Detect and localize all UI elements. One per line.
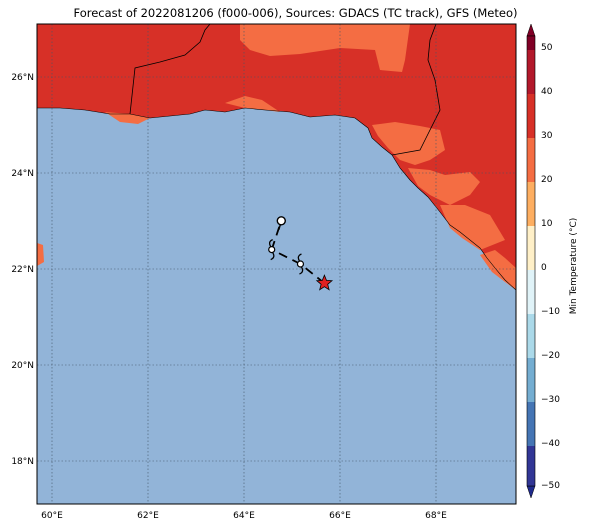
colorbar-tick-30: 30: [541, 131, 553, 141]
lon-tick-60: 60°E: [41, 511, 63, 521]
land-warm-6: [225, 96, 280, 112]
tc-cyclone-arm: [299, 266, 304, 275]
tc-low-symbol: [276, 216, 286, 226]
tc-track: [268, 216, 334, 291]
colorbar-tick-10: 10: [541, 219, 553, 229]
colorbar-extend-top: [526, 23, 536, 37]
land-warm-2: [372, 122, 445, 165]
colorbar-tick-50: 50: [541, 43, 553, 53]
tc-low-tail: [278, 224, 281, 231]
lat-tick-26: 26°N: [11, 73, 34, 83]
land-warm-8: [37, 243, 44, 266]
lat-tick-18: 18°N: [11, 457, 34, 467]
land-warm-1: [240, 24, 410, 72]
colorbar: 50 40 30 20 10 0 −10 −20 −30 −40 −50 Min…: [526, 23, 579, 499]
lat-tick-24: 24°N: [11, 169, 34, 179]
lon-tick-64: 64°E: [233, 511, 255, 521]
colorbar-tick-minus30: −30: [541, 395, 560, 405]
tc-track-segment: [299, 263, 325, 284]
border-line-2: [391, 24, 441, 156]
land-warm-5: [480, 250, 516, 290]
map-panel: [37, 24, 516, 504]
lon-tick-62: 62°E: [137, 511, 159, 521]
colorbar-tick-0: 0: [541, 263, 547, 273]
land-warm-4: [440, 205, 505, 250]
coastline: [37, 107, 516, 291]
tc-current-position-star: [315, 274, 334, 291]
tc-cyclone-arm: [268, 238, 273, 247]
lon-tick-66: 66°E: [329, 511, 351, 521]
colorbar-tick-minus20: −20: [541, 351, 560, 361]
colorbar-tick-minus10: −10: [541, 307, 560, 317]
land-hot: [37, 24, 516, 290]
map-frame: [36, 23, 517, 505]
colorbar-extend-bottom: [526, 485, 536, 499]
gridlines: [37, 24, 516, 504]
tc-track-segment: [270, 220, 283, 250]
tc-track-segment: [271, 248, 301, 265]
tc-cyclone-arm: [270, 252, 275, 261]
tc-cyclone-symbol: [296, 260, 305, 268]
colorbar-tick-minus50: −50: [541, 481, 560, 491]
colorbar-tick-40: 40: [541, 87, 553, 97]
tc-cyclone-symbol: [268, 246, 276, 254]
lat-tick-22: 22°N: [11, 265, 34, 275]
colorbar-tick-minus40: −40: [541, 439, 560, 449]
colorbar-label: Min Temperature (°C): [569, 218, 579, 315]
border-line-1: [129, 24, 211, 115]
land-warm-3: [408, 168, 480, 205]
colorbar-tick-20: 20: [541, 175, 553, 185]
lon-tick-68: 68°E: [425, 511, 447, 521]
lat-tick-20: 20°N: [11, 361, 34, 371]
land-warm-7: [105, 112, 150, 124]
map-title: Forecast of 2022081206 (f000-006), Sourc…: [73, 6, 518, 20]
tc-cyclone-arm: [297, 253, 302, 262]
